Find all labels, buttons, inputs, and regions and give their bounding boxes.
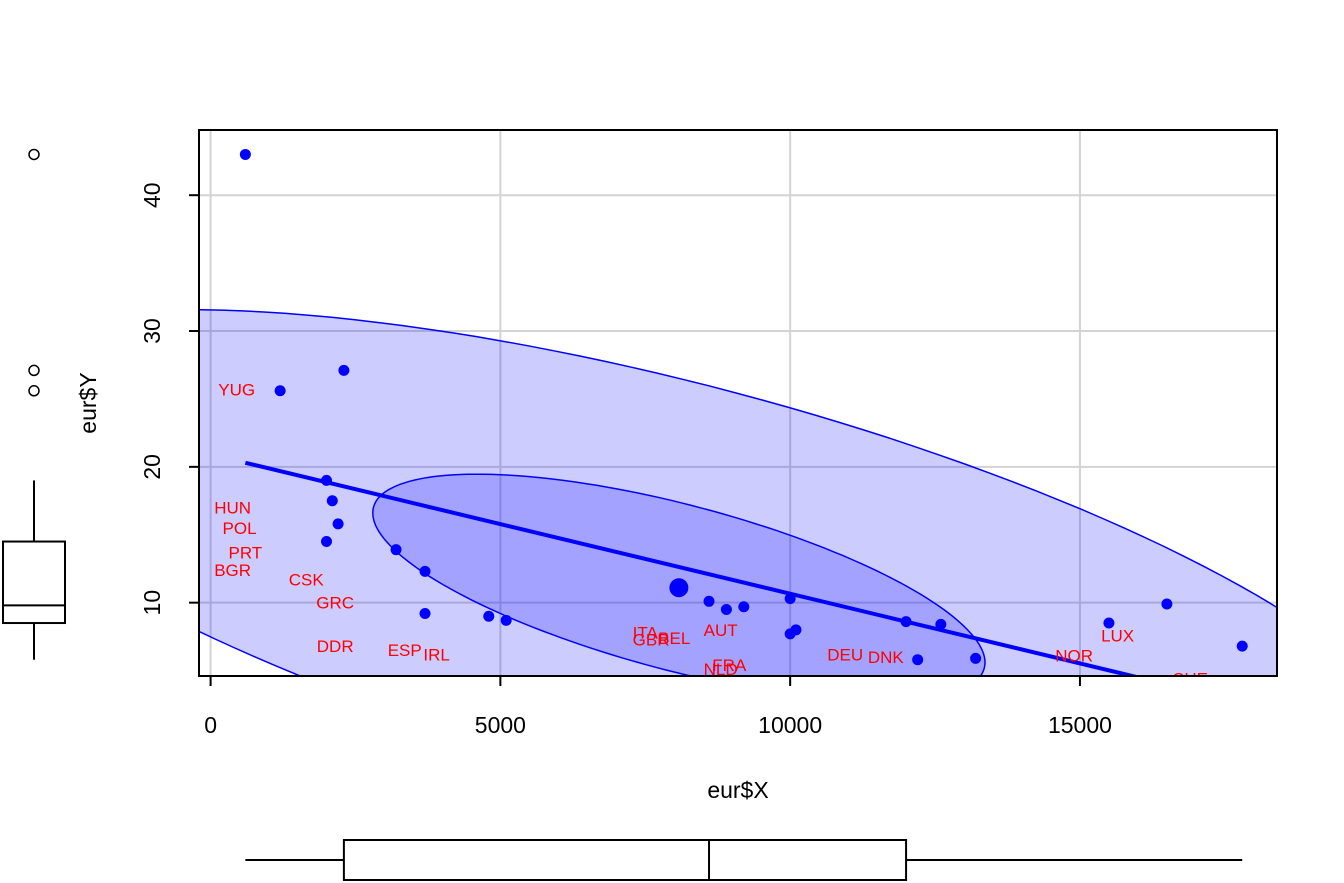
y-boxplot [2,148,66,660]
x-tick-label: 15000 [1048,712,1112,738]
point-label: DDR [317,637,354,656]
point-label: POL [223,519,257,538]
data-point [419,565,431,577]
grid-lines [199,130,1277,676]
point-label: LUX [1101,626,1134,645]
data-point [419,608,431,620]
regression-line-group [244,460,1139,676]
regression-line [244,460,1139,676]
point-label: BGR [214,561,251,580]
data-point [935,618,947,630]
x-boxplot [245,839,1243,881]
data-point [483,610,495,622]
data-point [500,614,512,626]
data-point [1161,598,1173,610]
point-label: GRC [316,594,354,613]
data-point [1236,640,1248,652]
y-tick-label: 20 [139,454,165,480]
data-point [912,654,924,666]
x-axis: 0 5000 10000 15000 [204,675,1112,738]
outer-ellipse [199,308,1277,676]
x-tick-label: 0 [204,712,217,738]
x-tick-label: 5000 [475,712,526,738]
point-label: DNK [868,648,905,667]
point-label: DEU [827,645,863,664]
x-boxplot-box [342,839,908,881]
y-boxplot-outlier [28,364,40,377]
point-label: HUN [214,499,251,518]
point-label: CHE [1172,670,1208,689]
inner-ellipse [372,473,986,676]
centroid-point [669,578,689,598]
point-label: NLD [704,660,738,679]
point-label: YUG [218,380,255,399]
data-point [970,652,982,664]
point-label: ITA [633,624,659,643]
y-boxplot-outlier [28,148,40,161]
x-tick-label: 10000 [758,712,822,738]
y-boxplot-outlier [28,385,40,397]
data-point [703,595,715,607]
y-boxplot-box [2,540,66,625]
point-label: GBR [633,630,670,649]
data-ellipses [199,308,1277,676]
data-point [1103,617,1115,629]
point-label: NOR [1055,647,1093,666]
data-point [332,518,344,530]
data-point [790,624,802,636]
data-point [738,601,750,613]
x-axis-title: eur$X [707,777,768,803]
data-point [784,593,796,605]
y-tick-label: 30 [139,318,165,344]
data-point [274,385,286,397]
y-tick-label: 10 [139,590,165,616]
point-label: PRT [229,543,263,562]
data-point [321,536,333,548]
y-tick-label: 40 [139,182,165,208]
data-point [900,616,912,628]
point-label: ESP [388,641,422,660]
y-axis-title: eur$Y [75,372,101,433]
data-point [326,495,338,507]
point-label: AUT [704,621,738,640]
data-point [720,603,732,615]
y-axis: 10 20 30 40 [139,182,200,616]
data-point [321,474,333,486]
data-point [239,148,251,160]
point-label: BEL [658,629,690,648]
data-points [239,148,1248,666]
point-label: FRA [712,656,747,675]
data-point [390,544,402,556]
point-label: IRL [423,645,449,664]
data-point [338,364,350,376]
point-label: CSK [289,571,325,590]
